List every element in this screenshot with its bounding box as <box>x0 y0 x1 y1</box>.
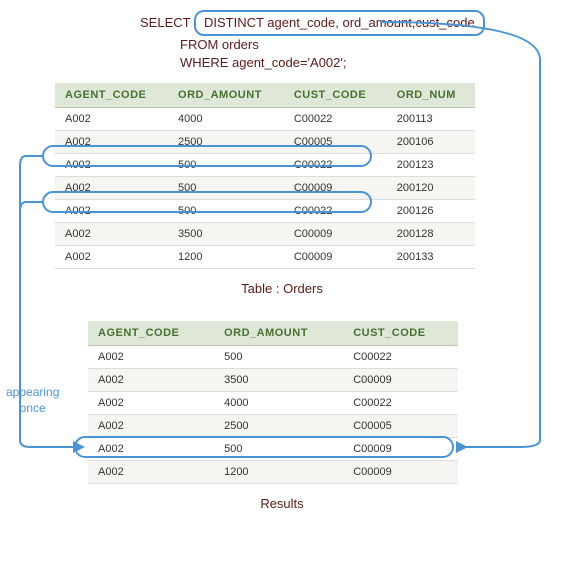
table-cell: 200106 <box>387 130 475 153</box>
table-cell: C00009 <box>343 368 458 391</box>
table-cell: A002 <box>55 176 168 199</box>
table-row: A0022500C00005200106 <box>55 130 475 153</box>
column-header: AGENT_CODE <box>55 83 168 108</box>
table-cell: 200126 <box>387 199 475 222</box>
table-cell: A002 <box>88 391 214 414</box>
table-cell: 3500 <box>168 222 284 245</box>
table-cell: C00022 <box>284 199 387 222</box>
table-cell: 200133 <box>387 245 475 268</box>
table-row: A002500C00022 <box>88 345 458 368</box>
column-header: CUST_CODE <box>284 83 387 108</box>
table-cell: A002 <box>88 414 214 437</box>
distinct-capsule: DISTINCT agent_code, ord_amount,cust_cod… <box>194 10 485 36</box>
table-cell: A002 <box>55 199 168 222</box>
table-row: A0022500C00005 <box>88 414 458 437</box>
table-cell: 500 <box>214 345 343 368</box>
table-cell: 3500 <box>214 368 343 391</box>
table-cell: 1200 <box>168 245 284 268</box>
appearing-once-label: appearingonce <box>6 385 59 416</box>
table-cell: A002 <box>88 460 214 483</box>
table-cell: 1200 <box>214 460 343 483</box>
table-cell: C00009 <box>284 222 387 245</box>
distinct-clause-text: DISTINCT agent_code, ord_amount,cust_cod… <box>204 15 475 30</box>
table-cell: 500 <box>168 199 284 222</box>
table-cell: A002 <box>88 437 214 460</box>
table-cell: C00022 <box>284 107 387 130</box>
table-row: A0024000C00022200113 <box>55 107 475 130</box>
table-cell: 200128 <box>387 222 475 245</box>
table-cell: 200120 <box>387 176 475 199</box>
column-header: ORD_AMOUNT <box>168 83 284 108</box>
table-row: A0021200C00009200133 <box>55 245 475 268</box>
table-cell: 4000 <box>168 107 284 130</box>
table-cell: C00005 <box>284 130 387 153</box>
orders-table: AGENT_CODEORD_AMOUNTCUST_CODEORD_NUM A00… <box>55 83 475 269</box>
table-row: A0024000C00022 <box>88 391 458 414</box>
results-table: AGENT_CODEORD_AMOUNTCUST_CODE A002500C00… <box>88 321 458 484</box>
table-cell: 2500 <box>214 414 343 437</box>
orders-caption: Table : Orders <box>10 281 554 296</box>
table-row: A002500C00009 <box>88 437 458 460</box>
table-cell: A002 <box>55 222 168 245</box>
table-row: A0023500C00009200128 <box>55 222 475 245</box>
select-keyword: SELECT <box>140 15 190 30</box>
connector-left-branch <box>20 202 42 212</box>
table-cell: 500 <box>214 437 343 460</box>
table-cell: 500 <box>168 153 284 176</box>
column-header: ORD_NUM <box>387 83 475 108</box>
table-cell: C00022 <box>284 153 387 176</box>
table-row: A002500C00009200120 <box>55 176 475 199</box>
results-caption: Results <box>10 496 554 511</box>
table-row: A002500C00022200123 <box>55 153 475 176</box>
table-row: A002500C00022200126 <box>55 199 475 222</box>
table-cell: A002 <box>88 345 214 368</box>
table-cell: 200123 <box>387 153 475 176</box>
table-cell: A002 <box>55 245 168 268</box>
table-cell: C00022 <box>343 391 458 414</box>
table-cell: C00022 <box>343 345 458 368</box>
table-cell: A002 <box>55 107 168 130</box>
sql-from-line: FROM orders <box>180 36 554 54</box>
table-row: A0021200C00009 <box>88 460 458 483</box>
sql-where-line: WHERE agent_code='A002'; <box>180 54 554 72</box>
sql-select-line: SELECT DISTINCT agent_code, ord_amount,c… <box>140 10 554 36</box>
table-cell: A002 <box>55 130 168 153</box>
table-cell: A002 <box>55 153 168 176</box>
table-cell: 4000 <box>214 391 343 414</box>
table-cell: C00009 <box>343 460 458 483</box>
table-cell: C00009 <box>343 437 458 460</box>
table-cell: C00009 <box>284 245 387 268</box>
column-header: CUST_CODE <box>343 321 458 346</box>
column-header: ORD_AMOUNT <box>214 321 343 346</box>
table-cell: A002 <box>88 368 214 391</box>
sql-query: SELECT DISTINCT agent_code, ord_amount,c… <box>140 10 554 73</box>
table-row: A0023500C00009 <box>88 368 458 391</box>
column-header: AGENT_CODE <box>88 321 214 346</box>
table-cell: 2500 <box>168 130 284 153</box>
table-cell: 500 <box>168 176 284 199</box>
table-cell: 200113 <box>387 107 475 130</box>
table-cell: C00005 <box>343 414 458 437</box>
table-cell: C00009 <box>284 176 387 199</box>
